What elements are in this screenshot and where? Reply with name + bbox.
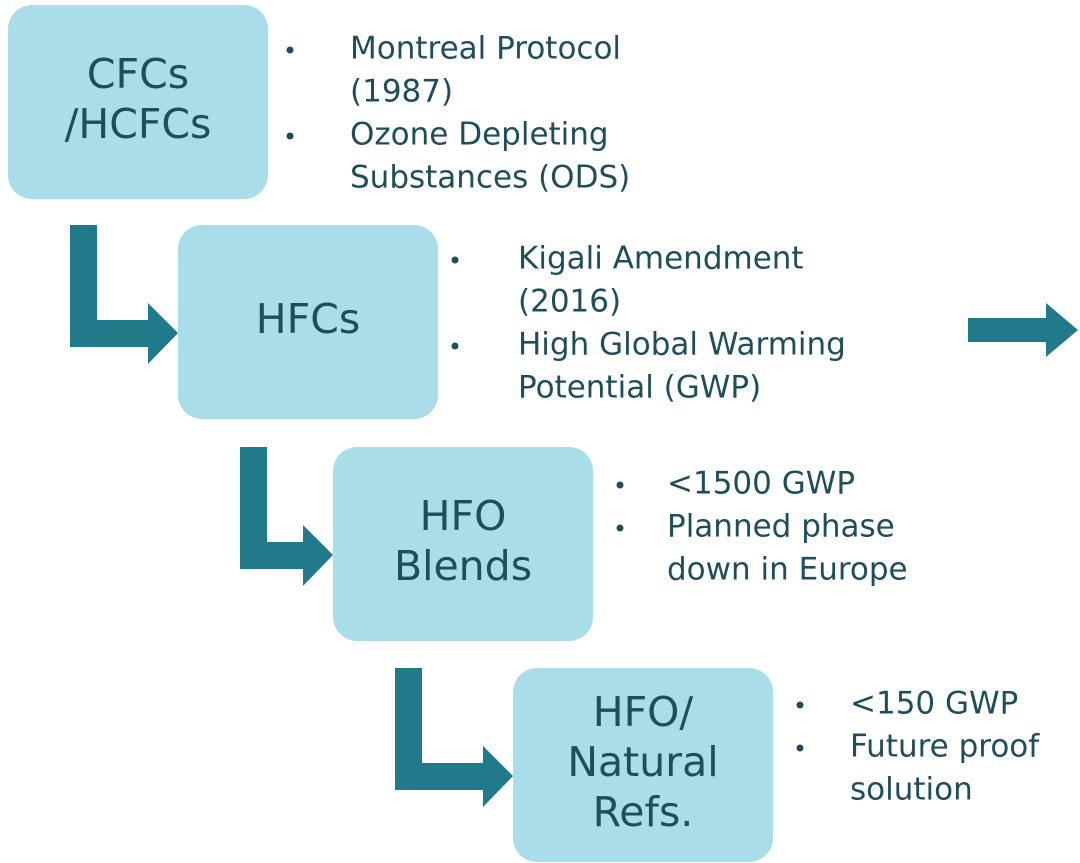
node-label: HFO xyxy=(420,492,507,540)
node-label: /HCFCs xyxy=(65,100,212,148)
bullet-dot xyxy=(451,342,459,350)
bullet-text: Kigali Amendment xyxy=(518,241,804,277)
bullet-dot xyxy=(286,46,294,54)
node-label: HFCs xyxy=(256,295,360,343)
bullet-text: Planned phase xyxy=(667,509,895,545)
bullet-dot xyxy=(796,701,804,709)
right-arrow xyxy=(968,303,1078,357)
node-box xyxy=(513,668,773,862)
bullet-text: Ozone Depleting xyxy=(350,117,609,153)
bullet-text: Substances (ODS) xyxy=(350,160,630,196)
flow-arrow xyxy=(70,225,178,364)
bullet-text: High Global Warming xyxy=(518,327,846,363)
node-label: CFCs xyxy=(87,50,189,98)
bullet-text: <150 GWP xyxy=(850,686,1018,722)
bullet-text: solution xyxy=(850,772,973,808)
flow-arrow xyxy=(240,447,333,586)
bullet-text: (2016) xyxy=(518,284,621,320)
bullet-text: down in Europe xyxy=(667,552,908,588)
node-box xyxy=(333,447,593,641)
node-label: Blends xyxy=(394,542,532,590)
bullet-text: <1500 GWP xyxy=(667,466,855,502)
bullet-text: Montreal Protocol xyxy=(350,31,621,67)
node-box xyxy=(178,225,438,419)
node-label: Natural xyxy=(567,738,718,786)
flow-arrow xyxy=(395,668,513,807)
node-label: HFO/ xyxy=(593,688,694,736)
bullet-text: Potential (GWP) xyxy=(518,370,761,406)
bullet-dot xyxy=(451,256,459,264)
bullet-dot xyxy=(286,132,294,140)
bullet-dot xyxy=(796,744,804,752)
bullet-text: (1987) xyxy=(350,74,453,110)
node-label: Refs. xyxy=(593,788,694,836)
bullet-text: Future proof xyxy=(850,729,1040,765)
node-box xyxy=(8,5,268,199)
bullet-dot xyxy=(616,481,624,489)
bullet-dot xyxy=(616,524,624,532)
